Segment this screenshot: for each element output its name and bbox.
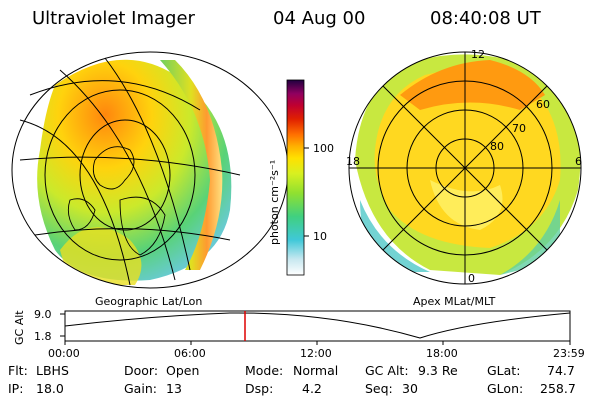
time-readout: 08:40:08 UT [430,8,542,29]
gain-value: 13 [166,381,182,396]
colorbar-tick-10: 10 [313,230,327,243]
dayglow-limb [160,60,223,270]
flt-label: Flt: [8,363,28,378]
mlt-0-label: 0 [468,272,475,285]
glon-value: 258.7 [540,381,576,396]
mlt-18-label: 18 [346,155,360,168]
flt-value: LBHS [36,363,69,378]
left-panel-caption: Geographic Lat/Lon [95,295,202,308]
geographic-image-panel: Geographic Lat/Lon [11,51,289,308]
polar-emission-peak [400,60,545,110]
ip-value: 18.0 [36,381,64,396]
mlt-12-label: 12 [471,48,485,61]
seq-value: 30 [402,381,418,396]
dsp-label: Dsp: [245,381,273,396]
colorbar-tick-100: 100 [313,142,334,155]
gcalt-value: 9.3 Re [418,363,458,378]
colorbar-scale [286,79,305,276]
mlat-70-label: 70 [512,122,526,135]
seq-label: Seq: [365,381,393,396]
mode-value: Normal [293,363,338,378]
colorbar: 100 10 photon cm⁻²s⁻¹ [268,79,334,276]
ip-label: IP: [8,381,23,396]
mlat-80-label: 80 [490,140,504,153]
mlt-6-label: 6 [575,155,582,168]
polar-image-panel: 12 18 6 0 60 70 80 Apex MLat/MLT [346,48,582,308]
mlat-60-label: 60 [536,98,550,111]
date-readout: 04 Aug 00 [273,8,365,29]
glat-value: 74.7 [547,363,575,378]
timeline-axis-label: GC Alt [13,310,26,345]
timeline-tick-0: 00:00 [48,347,80,360]
status-footer: Flt: LBHS IP: 18.0 Door: Open Gain: 13 M… [8,363,576,396]
polar-grid [348,51,582,285]
glon-label: GLon: [487,381,523,396]
timeline-frame [64,310,571,342]
glat-label: GLat: [487,363,520,378]
app-title: Ultraviolet Imager [32,8,196,29]
gain-label: Gain: [124,381,157,396]
geographic-grid [11,51,289,289]
timeline-tick-2: 12:00 [300,347,332,360]
orbit-timeline: GC Alt 9.0 1.8 00:00 06:00 12:00 18:00 2… [13,308,585,360]
mode-label: Mode: [245,363,283,378]
gcalt-label: GC Alt: [365,363,409,378]
coastlines [67,146,166,256]
colorbar-unit-label: photon cm⁻²s⁻¹ [268,160,281,245]
timeline-tick-4: 23:59 [553,347,585,360]
door-value: Open [166,363,199,378]
timeline-y-top: 9.0 [34,308,52,321]
timeline-tick-3: 18:00 [426,347,458,360]
timeline-tick-1: 06:00 [174,347,206,360]
altitude-curve [64,312,571,339]
dsp-value: 4.2 [302,381,322,396]
timeline-y-bottom: 1.8 [34,330,52,343]
door-label: Door: [124,363,158,378]
auroral-emission [37,59,232,281]
right-panel-caption: Apex MLat/MLT [413,295,496,308]
